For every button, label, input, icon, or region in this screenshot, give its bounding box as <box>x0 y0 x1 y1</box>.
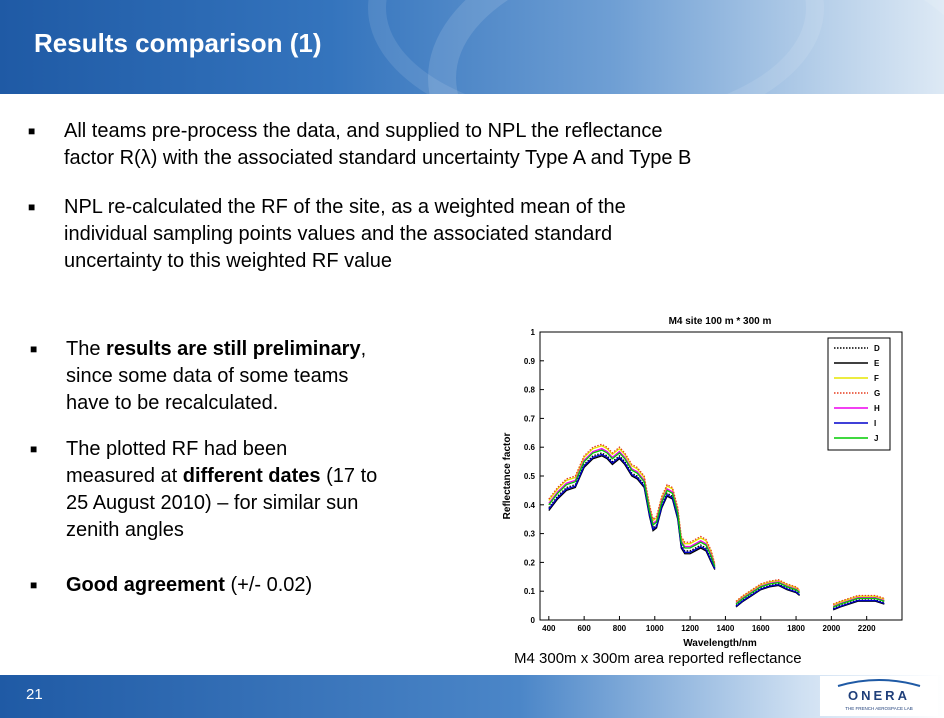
y-tick-label: 1 <box>531 328 536 337</box>
legend-label-D: D <box>874 344 880 353</box>
bullet-marker: ■ <box>30 578 38 592</box>
series-line-H <box>832 597 885 607</box>
series-line-E <box>832 600 885 611</box>
chart-caption: M4 300m x 300m area reported reflectance <box>514 650 802 667</box>
x-tick-label: 2200 <box>858 624 876 633</box>
x-tick-label: 400 <box>542 624 556 633</box>
slide-title: Results comparison (1) <box>34 28 322 58</box>
bullet-text: factor R( <box>64 147 141 169</box>
y-axis-label: Reflectance factor <box>502 433 513 520</box>
chart-legend <box>827 337 891 451</box>
bullet-marker: ■ <box>28 124 36 138</box>
header-decoration-2 <box>368 0 824 94</box>
x-tick-label: 1400 <box>717 624 735 633</box>
series-line-J <box>548 449 716 567</box>
series-line-G <box>735 579 800 602</box>
y-tick-label: 0.5 <box>524 472 536 481</box>
series-line-F <box>832 595 885 606</box>
series-line-G <box>548 443 716 565</box>
y-tick-label: 0.8 <box>524 386 536 395</box>
x-tick-label: 1800 <box>787 624 805 633</box>
slide-footer <box>0 675 944 718</box>
bullet-text: 25 August 2010) – for similar sun <box>66 492 359 514</box>
x-tick-label: 1600 <box>752 624 770 633</box>
y-tick-label: 0.7 <box>524 414 536 423</box>
bullet-agreement: ■ Good agreement (+/- 0.02) <box>30 572 486 599</box>
bullet-text: NPL re-calculated the RF of the site, as… <box>64 196 626 218</box>
y-tick-label: 0 <box>531 616 536 625</box>
onera-logo: ONERA THE FRENCH AEROSPACE LAB <box>820 676 938 716</box>
x-tick-label: 2000 <box>822 624 840 633</box>
bullet-text: (+/- 0.02) <box>224 574 313 596</box>
y-tick-label: 0.4 <box>524 501 536 510</box>
logo-subtext: THE FRENCH AEROSPACE LAB <box>845 706 912 711</box>
chart-title: M4 site 100 m * 300 m <box>669 316 772 327</box>
bullet-text: (17 to <box>320 465 378 487</box>
x-axis-label: Wavelength/nm <box>683 638 757 649</box>
x-tick-label: 800 <box>613 624 627 633</box>
bullet-npl: ■ NPL re-calculated the RF of the site, … <box>28 194 924 275</box>
bullet-dates: ■ The plotted RF had been measured at di… <box>30 436 486 544</box>
bullet-text: The plotted RF had been <box>66 438 288 460</box>
legend-label-E: E <box>874 359 880 368</box>
bullet-text: individual sampling points values and th… <box>64 223 613 245</box>
bullet-text: ) with the associated standard uncertain… <box>150 147 692 169</box>
legend-label-I: I <box>874 419 876 428</box>
series-line-I <box>832 599 885 610</box>
page-number: 21 <box>26 686 43 703</box>
bullet-preprocess: ■ All teams pre-process the data, and su… <box>28 118 924 172</box>
bullet-text: , <box>360 338 367 360</box>
bullet-text: uncertainty to this weighted RF value <box>64 250 392 272</box>
logo-text: ONERA <box>848 688 910 703</box>
x-tick-label: 600 <box>577 624 591 633</box>
slide-header: Results comparison (1) <box>0 0 944 94</box>
bullet-marker: ■ <box>30 442 38 456</box>
legend-label-J: J <box>874 434 878 443</box>
series-line-I <box>735 584 800 607</box>
bullet-marker: ■ <box>28 200 36 214</box>
bullet-text: zenith angles <box>66 519 184 541</box>
bullet-bold-text: results are still preliminary <box>106 338 361 360</box>
y-tick-label: 0.6 <box>524 443 536 452</box>
y-tick-label: 0.2 <box>524 558 536 567</box>
series-line-J <box>832 597 885 608</box>
bullet-bold-text: Good agreement <box>66 574 225 596</box>
series-line-D <box>548 452 716 569</box>
reflectance-chart: M4 site 100 m * 300 m Reflectance factor… <box>502 316 903 649</box>
lambda-symbol: λ <box>140 147 151 169</box>
legend-label-H: H <box>874 404 880 413</box>
series-line-J <box>735 581 800 605</box>
bullet-text: since some data of some teams <box>66 365 349 387</box>
x-tick-label: 1200 <box>681 624 699 633</box>
series-line-I <box>548 453 716 570</box>
bullet-text: measured at <box>66 465 183 487</box>
y-tick-label: 0.3 <box>524 530 536 539</box>
y-tick-label: 0.1 <box>524 587 536 596</box>
bullet-marker: ■ <box>30 342 38 356</box>
bullet-text: The <box>66 338 107 360</box>
bullet-preliminary: ■ The results are still preliminary, sin… <box>30 336 486 417</box>
legend-label-F: F <box>874 374 879 383</box>
y-tick-label: 0.9 <box>524 357 536 366</box>
legend-label-G: G <box>874 389 880 398</box>
bullet-bold-text: different dates <box>182 465 321 487</box>
bullet-text: have to be recalculated. <box>66 392 279 414</box>
x-tick-label: 1000 <box>646 624 664 633</box>
bullet-text: All teams pre-process the data, and supp… <box>64 120 663 142</box>
